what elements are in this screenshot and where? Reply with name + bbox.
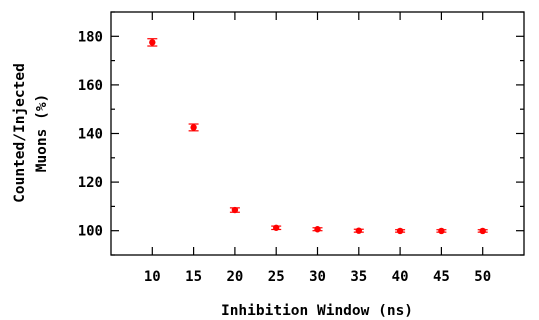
data-point (188, 123, 199, 132)
axis-ticks: 100 120 140 160 180 10 15 20 25 30 35 40 45 50 (78, 11, 524, 285)
y-tick-label: 120 (78, 175, 103, 191)
point-marker (149, 39, 156, 46)
data-point (395, 227, 406, 235)
y-axis-label-line1: Counted/Injected (12, 63, 28, 203)
point-marker (479, 227, 486, 235)
y-axis-label-line2: Muons (%) (34, 94, 50, 173)
data-point (229, 206, 240, 214)
point-marker (355, 227, 362, 234)
x-axis-label: Inhibition Window (ns) (221, 303, 413, 319)
x-tick-label: 20 (226, 269, 243, 285)
point-marker (314, 226, 321, 233)
x-tick-label: 15 (185, 269, 202, 285)
x-tick-label: 30 (309, 269, 326, 285)
data-points (147, 38, 488, 235)
point-marker (438, 227, 445, 235)
x-tick-label: 35 (350, 269, 367, 285)
y-tick-label: 140 (78, 127, 103, 143)
plot-frame (110, 11, 525, 256)
data-point (312, 226, 323, 233)
data-point (353, 227, 364, 234)
y-tick-label: 100 (78, 224, 103, 240)
point-marker (231, 206, 239, 214)
data-point (271, 224, 282, 231)
x-tick-label: 45 (433, 269, 450, 285)
point-marker (190, 124, 197, 131)
x-tick-label: 40 (392, 269, 409, 285)
data-point (147, 38, 158, 47)
y-tick-label: 160 (78, 78, 103, 94)
data-point (477, 227, 488, 235)
x-tick-label: 25 (268, 269, 285, 285)
x-tick-label: 50 (474, 269, 491, 285)
point-marker (273, 224, 280, 231)
x-tick-label: 10 (144, 269, 161, 285)
y-tick-label: 180 (78, 29, 103, 45)
point-marker (396, 227, 404, 235)
data-point (436, 227, 447, 235)
